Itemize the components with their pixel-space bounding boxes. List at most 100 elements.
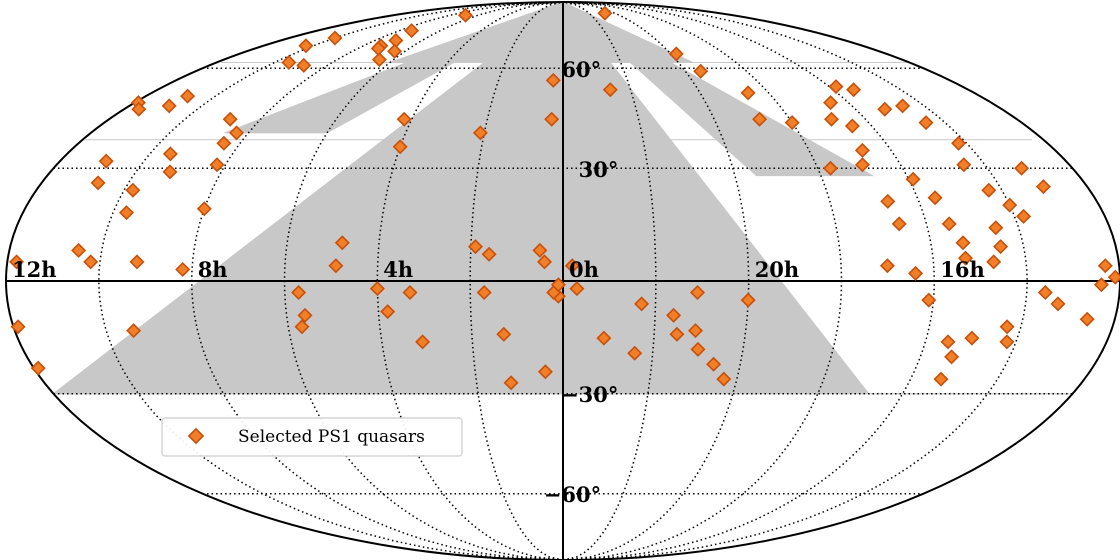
quasar-point: [297, 307, 313, 323]
quasar-point: [387, 43, 403, 59]
quasar-point: [162, 146, 178, 162]
quasar-point: [126, 323, 142, 339]
quasar-point: [1079, 311, 1095, 327]
ra-gridline: [376, 2, 564, 560]
quasar-point: [216, 135, 232, 151]
quasar-point: [222, 111, 238, 127]
legend-box: [161, 417, 463, 457]
quasar-point: [298, 38, 314, 54]
quasar-point: [131, 101, 147, 117]
quasar-point: [472, 125, 488, 141]
quasar-point: [550, 277, 566, 293]
quasar-point: [396, 111, 412, 127]
quasar-point: [476, 285, 492, 300]
quasar-point: [1093, 277, 1109, 293]
quasar-point: [162, 164, 178, 180]
survey-footprint: [9, 2, 1115, 395]
ra-tick-label: 16h: [940, 257, 985, 282]
quasar-point: [294, 319, 310, 335]
quasar-point: [291, 285, 307, 300]
quasar-point: [895, 98, 911, 114]
quasar-point: [634, 296, 650, 312]
ra-tick-label: 4h: [383, 257, 413, 282]
quasar-point: [98, 153, 114, 169]
ra-tick-label: 0h: [569, 257, 599, 282]
quasar-point: [388, 33, 404, 48]
quasar-point: [927, 190, 943, 206]
quasar-point: [564, 258, 580, 274]
quasar-point: [716, 371, 732, 387]
quasar-point: [877, 101, 893, 117]
legend-label: Selected PS1 quasars: [238, 427, 425, 447]
quasar-point: [458, 7, 473, 23]
quasar-point: [468, 239, 483, 255]
quasar-point: [690, 285, 705, 300]
quasar-point: [846, 82, 862, 98]
quasar-point: [627, 345, 643, 361]
quasar-point: [380, 304, 396, 320]
quasar-point: [30, 360, 46, 376]
quasar-point: [905, 171, 921, 187]
footprint-central-arc-edge: [650, 189, 708, 282]
quasar-point: [402, 285, 418, 300]
quasar-point: [933, 371, 949, 387]
quasar-point: [669, 326, 685, 342]
quasar-point: [944, 349, 960, 365]
ra-tick-label: 8h: [198, 257, 228, 282]
quasar-point: [1002, 197, 1018, 213]
quasar-point: [545, 72, 561, 88]
quasar-point: [90, 175, 106, 191]
quasar-point: [596, 330, 612, 346]
quasar-point: [823, 95, 839, 111]
quasar-point: [119, 205, 134, 221]
quasar-point: [537, 364, 553, 380]
quasar-point: [940, 334, 956, 350]
footprint-central-main: [306, 234, 547, 395]
quasar-point: [740, 292, 756, 308]
quasar-point: [1014, 160, 1030, 176]
quasar-point: [958, 250, 973, 266]
quasar-point: [532, 242, 548, 258]
quasar-point: [1035, 179, 1051, 195]
ra-tick-label: 20h: [755, 257, 800, 282]
quasar-point: [964, 330, 980, 346]
dec-tick-label: −60°: [544, 482, 601, 507]
tick-labels: 12h 8h 4h 0h 20h 16h 60° 30° −30° −60°: [12, 57, 985, 507]
quasar-point: [481, 246, 497, 262]
quasar-point: [951, 135, 967, 151]
footprint-central-upleft: [328, 175, 478, 236]
quasar-point: [828, 79, 844, 95]
coordinate-axes: [6, 2, 1120, 560]
quasar-point: [993, 239, 1009, 255]
quasar-point: [1097, 258, 1113, 274]
quasar-point: [209, 157, 225, 173]
quasar-point: [229, 125, 244, 141]
quasar-point: [196, 201, 212, 217]
quasar-point: [668, 46, 684, 62]
dec-tick-label: 30°: [579, 157, 619, 182]
quasar-point: [281, 55, 297, 70]
quasar-point: [693, 63, 709, 79]
quasar-point: [392, 139, 408, 155]
quasar-point: [752, 111, 768, 127]
quasar-point: [666, 307, 682, 323]
quasar-markers: [9, 5, 1120, 391]
footprint-central-upright: [470, 146, 548, 236]
quasar-point: [824, 111, 839, 127]
quasar-point: [1016, 208, 1032, 224]
quasar-point: [83, 254, 99, 270]
quasar-point: [503, 375, 519, 391]
quasar-point: [999, 319, 1015, 335]
quasar-point: [941, 216, 957, 232]
quasar-point: [175, 262, 191, 277]
quasar-point: [823, 160, 838, 176]
quasar-point: [370, 41, 386, 56]
quasar-point: [880, 193, 896, 209]
ra-tick-label: 12h: [12, 257, 57, 282]
quasar-point: [71, 242, 87, 258]
dec-tick-label: 60°: [561, 57, 601, 82]
quasar-point: [125, 182, 141, 198]
quasar-point: [9, 254, 25, 270]
quasar-point: [690, 341, 706, 357]
